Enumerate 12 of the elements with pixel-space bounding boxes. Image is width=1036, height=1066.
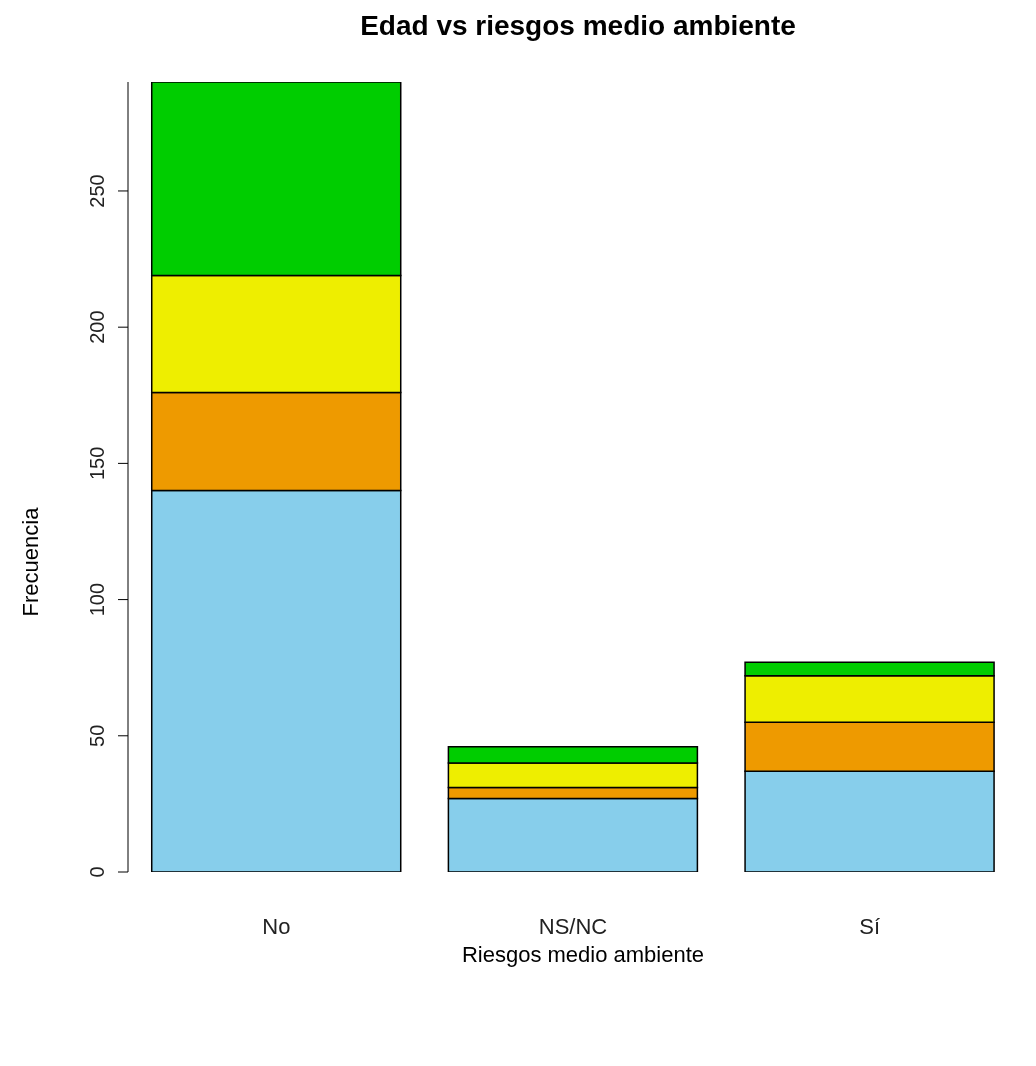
y-axis-title: Frecuencia bbox=[18, 506, 44, 619]
chart-title: Edad vs riesgos medio ambiente bbox=[359, 10, 797, 42]
x-tick-label: No bbox=[262, 913, 291, 939]
y-tick-label: 150 bbox=[86, 446, 108, 481]
y-tick-label: 100 bbox=[86, 582, 108, 617]
y-tick-label: 50 bbox=[86, 724, 108, 747]
x-axis-title: Riesgos medio ambiente bbox=[460, 942, 706, 968]
y-tick-label: 0 bbox=[86, 866, 108, 878]
x-tick-label: NS/NC bbox=[538, 913, 608, 939]
y-tick-label: 250 bbox=[86, 174, 108, 208]
y-tick-label: 200 bbox=[86, 310, 108, 344]
x-tick-label: Sí bbox=[859, 913, 881, 939]
